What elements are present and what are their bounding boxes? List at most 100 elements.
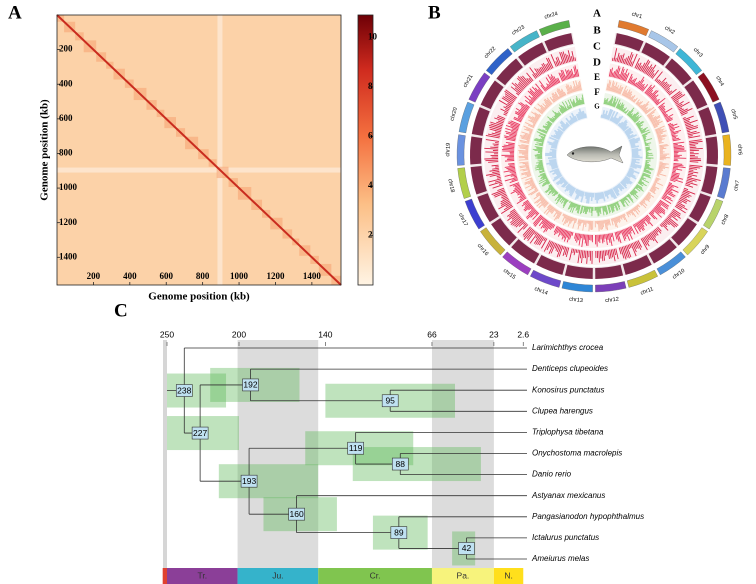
colorbar-tick-label: 6 bbox=[368, 130, 373, 140]
histogram-bar bbox=[622, 197, 629, 207]
chromosome-ideogram bbox=[703, 198, 724, 230]
histogram-bar bbox=[568, 186, 574, 194]
histogram-bar bbox=[534, 91, 540, 97]
histogram-bar bbox=[607, 101, 610, 106]
histogram-bar bbox=[552, 224, 556, 229]
chromosome-label: chr10 bbox=[672, 268, 687, 281]
histogram-bar bbox=[534, 116, 539, 120]
density-ring bbox=[684, 80, 708, 110]
histogram-bar bbox=[554, 129, 563, 136]
histogram-bar bbox=[689, 159, 702, 162]
histogram-bar bbox=[505, 203, 512, 208]
histogram-bar bbox=[641, 103, 649, 111]
histogram-bar bbox=[652, 94, 659, 101]
histogram-bar bbox=[569, 202, 573, 210]
histogram-bar bbox=[653, 182, 657, 185]
histogram-bar bbox=[653, 99, 658, 103]
histogram-bar bbox=[639, 202, 643, 206]
histogram-bar bbox=[636, 122, 639, 126]
histogram-bar bbox=[625, 89, 631, 98]
histogram-bar bbox=[548, 184, 552, 188]
histogram-bar bbox=[666, 187, 679, 193]
histogram-bar bbox=[639, 83, 645, 91]
histogram-bar bbox=[577, 205, 581, 214]
histogram-bar bbox=[528, 115, 538, 122]
histogram-bar bbox=[545, 104, 549, 108]
histogram-bar bbox=[538, 80, 547, 91]
histogram-bar bbox=[685, 184, 694, 188]
histogram-bar bbox=[611, 72, 614, 78]
histogram-bar bbox=[602, 206, 605, 212]
histogram-bar bbox=[548, 83, 552, 88]
histogram-bar bbox=[503, 204, 513, 211]
histogram-bar bbox=[562, 213, 565, 216]
histogram-bar bbox=[621, 246, 627, 260]
histogram-bar bbox=[491, 132, 501, 136]
histogram-bar bbox=[624, 110, 627, 114]
histogram-bar bbox=[650, 115, 661, 122]
histogram-bar bbox=[630, 209, 637, 218]
histogram-bar bbox=[578, 99, 581, 106]
histogram-bar bbox=[615, 185, 619, 189]
chromosome-label: chr14 bbox=[533, 286, 548, 297]
histogram-bar bbox=[654, 71, 663, 82]
histogram-bar bbox=[576, 190, 582, 200]
histogram-bar bbox=[564, 215, 570, 224]
histogram-bar bbox=[640, 62, 646, 72]
histogram-bar bbox=[673, 147, 685, 150]
histogram-bar bbox=[571, 203, 576, 213]
histogram-bar bbox=[660, 81, 665, 87]
histogram-bar bbox=[620, 181, 628, 189]
histogram-bar bbox=[582, 220, 585, 231]
histogram-bar bbox=[538, 169, 545, 173]
histogram-bar bbox=[535, 164, 543, 167]
histogram-bar bbox=[564, 184, 571, 192]
histogram-bar bbox=[635, 120, 641, 125]
histogram-bar bbox=[648, 191, 651, 195]
histogram-bar bbox=[638, 221, 645, 231]
histogram-bar bbox=[504, 95, 515, 103]
histogram-bar bbox=[555, 133, 561, 138]
histogram-bar bbox=[686, 181, 698, 186]
histogram-bar bbox=[550, 54, 557, 67]
density-ring bbox=[648, 239, 677, 264]
histogram-bar bbox=[496, 121, 504, 125]
histogram-bar bbox=[636, 76, 645, 88]
histogram-bar bbox=[640, 176, 647, 180]
histogram-bar bbox=[550, 187, 554, 191]
histogram-bar bbox=[521, 175, 532, 180]
histogram-bar bbox=[645, 144, 650, 147]
histogram-bar bbox=[504, 135, 516, 139]
histogram-bar bbox=[555, 177, 565, 185]
histogram-bar bbox=[513, 175, 517, 178]
period-label: Pa. bbox=[457, 570, 470, 580]
histogram-bar bbox=[491, 189, 505, 196]
histogram-bar bbox=[683, 118, 691, 122]
histogram-bar bbox=[632, 116, 637, 121]
heatmap-diagonal bbox=[56, 14, 342, 286]
histogram-bar bbox=[557, 193, 560, 197]
histogram-bar bbox=[512, 183, 520, 187]
histogram-bar bbox=[686, 179, 693, 183]
histogram-bar bbox=[518, 159, 529, 161]
histogram-bar bbox=[584, 206, 586, 212]
chromosome-label: chr4 bbox=[714, 75, 725, 87]
histogram-bar bbox=[562, 246, 565, 250]
histogram-bar bbox=[535, 167, 544, 171]
histogram-bar bbox=[651, 94, 656, 100]
histogram-bar bbox=[540, 172, 546, 176]
histogram-bar bbox=[518, 145, 529, 148]
histogram-bar bbox=[488, 124, 502, 130]
period-bar bbox=[318, 568, 432, 584]
histogram-bar bbox=[615, 99, 621, 109]
histogram-bar bbox=[656, 130, 667, 135]
chromosome-label: chr5 bbox=[729, 108, 738, 120]
density-ring bbox=[518, 42, 547, 66]
histogram-bar bbox=[560, 61, 563, 65]
histogram-bar bbox=[497, 120, 504, 124]
histogram-bar bbox=[520, 136, 531, 140]
histogram-bar bbox=[538, 178, 549, 185]
chromosome-label: chr8 bbox=[720, 214, 730, 226]
histogram-bar bbox=[663, 193, 672, 200]
histogram-bar bbox=[572, 88, 575, 93]
